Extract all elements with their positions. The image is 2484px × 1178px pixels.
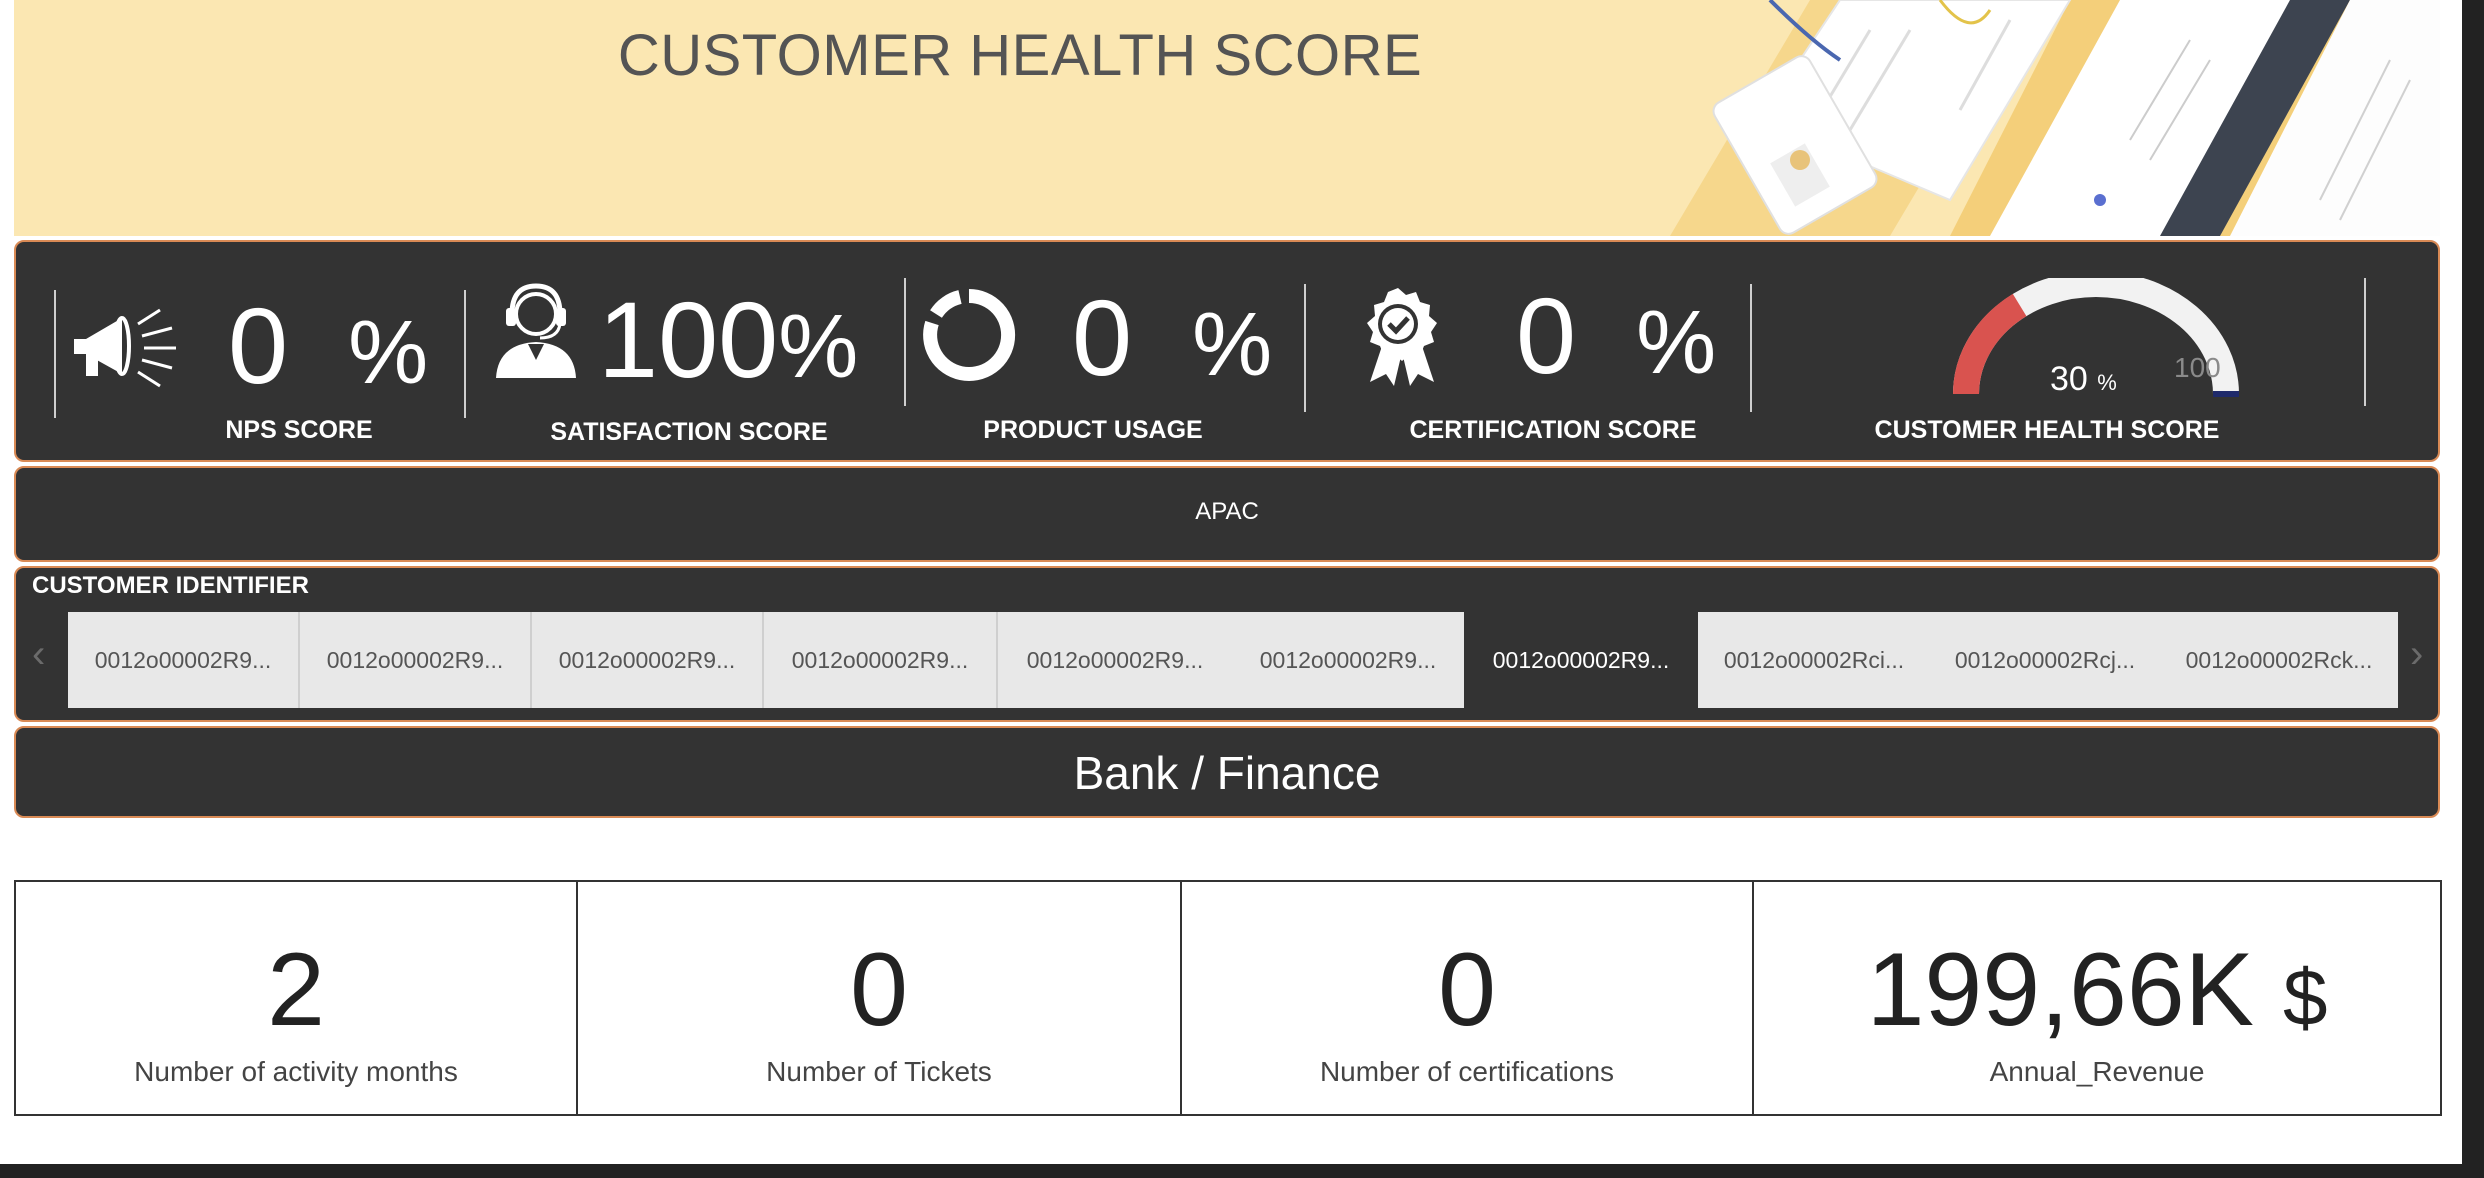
gauge-max-label: 100 <box>2174 352 2221 383</box>
window-bottom-bar <box>0 1164 2484 1178</box>
usage-value: 0 % <box>1072 277 1273 398</box>
card-value: 199,66K $ <box>1866 932 2328 1048</box>
card-value: 0 <box>850 932 908 1048</box>
nps-value: 0 % <box>228 285 429 406</box>
card-certifications: 0 Number of certifications <box>1180 880 1754 1116</box>
card-label: Number of activity months <box>134 1056 458 1087</box>
divider <box>2364 278 2366 406</box>
customer-chip[interactable]: 0012o00002Rci... <box>1698 612 1930 708</box>
card-tickets: 0 Number of Tickets <box>576 880 1182 1116</box>
dashboard-illustration-icon <box>1670 0 2440 236</box>
satisfaction-value: 100% <box>598 279 859 400</box>
customer-chip[interactable]: 0012o00002R9... <box>68 612 300 708</box>
customer-chip[interactable]: 0012o00002R9... <box>764 612 998 708</box>
industry-value: Bank / Finance <box>1073 747 1381 799</box>
health-value: 30 % <box>2050 360 2117 398</box>
kpi-panel: 0 % NPS SCORE 100% SATISFACTION SCORE 0 … <box>14 240 2440 462</box>
megaphone-icon <box>74 308 176 388</box>
divider <box>1750 284 1752 412</box>
health-gauge <box>1953 278 2239 397</box>
industry-panel[interactable]: Bank / Finance <box>14 726 2440 818</box>
customer-identifier-label: CUSTOMER IDENTIFIER <box>32 572 309 599</box>
customer-chip[interactable]: 0012o00002R9... <box>532 612 764 708</box>
customer-chip[interactable]: 0012o00002R9... <box>300 612 532 708</box>
donut-icon <box>923 288 1016 381</box>
certification-value: 0 % <box>1516 275 1717 396</box>
health-label: CUSTOMER HEALTH SCORE <box>1874 416 2220 444</box>
customer-identifier-slicer: CUSTOMER IDENTIFIER ‹ 0012o00002R9... 00… <box>14 566 2440 722</box>
customer-chip-selected[interactable]: 0012o00002R9... <box>1464 612 1698 708</box>
divider <box>1304 284 1306 412</box>
usage-label: PRODUCT USAGE <box>983 416 1203 444</box>
certification-label: CERTIFICATION SCORE <box>1409 416 1697 444</box>
card-label: Number of Tickets <box>766 1056 992 1087</box>
gauge-fill <box>1953 293 2027 395</box>
header-banner: CUSTOMER HEALTH SCORE <box>14 0 2440 236</box>
divider <box>464 290 466 418</box>
customer-chip[interactable]: 0012o00002Rck... <box>2160 612 2398 708</box>
chevron-left-icon[interactable]: ‹ <box>32 632 46 676</box>
card-annual-revenue: 199,66K $ Annual_Revenue <box>1752 880 2442 1116</box>
customer-chip[interactable]: 0012o00002R9... <box>1232 612 1464 708</box>
region-panel[interactable]: APAC <box>14 466 2440 562</box>
window-edge <box>2462 0 2484 1178</box>
card-label: Annual_Revenue <box>1989 1056 2205 1087</box>
customer-chip[interactable]: 0012o00002R9... <box>998 612 1232 708</box>
card-value: 2 <box>267 932 325 1048</box>
region-value: APAC <box>1195 498 1259 525</box>
divider <box>54 290 56 418</box>
divider <box>904 278 906 406</box>
card-activity-months: 2 Number of activity months <box>14 880 578 1116</box>
award-badge-icon <box>1367 288 1437 386</box>
card-label: Number of certifications <box>1319 1056 1615 1087</box>
chevron-right-icon[interactable]: › <box>2410 632 2424 676</box>
card-value: 0 <box>1438 932 1496 1048</box>
customer-identifier-list: 0012o00002R9... 0012o00002R9... 0012o000… <box>68 612 2398 708</box>
nps-label: NPS SCORE <box>225 416 373 444</box>
satisfaction-label: SATISFACTION SCORE <box>550 418 828 446</box>
page-title: CUSTOMER HEALTH SCORE <box>617 23 1423 88</box>
customer-chip[interactable]: 0012o00002Rcj... <box>1930 612 2160 708</box>
support-agent-icon <box>496 283 576 378</box>
